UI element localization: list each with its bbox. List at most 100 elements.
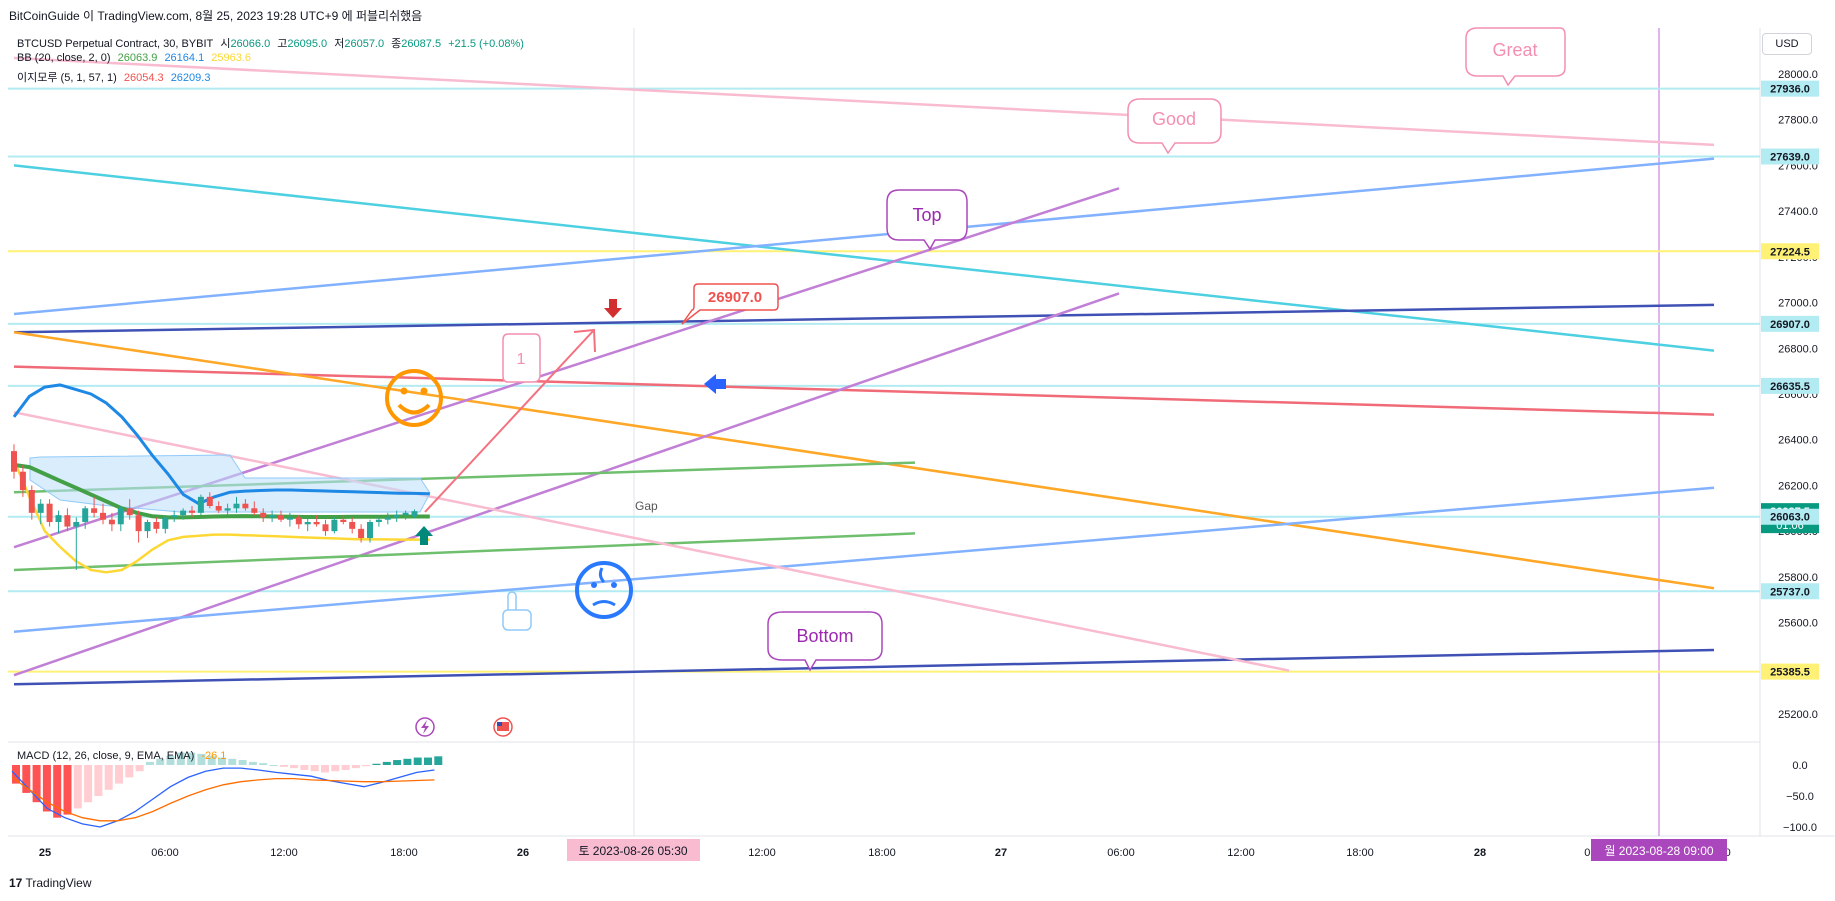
blue-left-arrow-icon bbox=[704, 374, 726, 394]
price-label-2: 27224.5 bbox=[1770, 246, 1810, 258]
legend-bb-upper: 26164.1 bbox=[164, 52, 205, 64]
red-down-arrow-icon bbox=[604, 299, 622, 318]
candle-body-40 bbox=[367, 522, 373, 538]
candle-body-0 bbox=[11, 451, 17, 472]
bollinger-fill bbox=[29, 454, 431, 513]
smiley-face-icon bbox=[385, 369, 443, 427]
candle-body-33 bbox=[304, 522, 311, 525]
candle-body-12 bbox=[117, 508, 124, 525]
time-highlight-right: 월 2023-08-28 09:00 bbox=[1604, 844, 1713, 858]
macd-bar-41 bbox=[434, 756, 443, 765]
legend-row-symbol: BTCUSD Perpetual Contract, 30, BYBIT 시26… bbox=[17, 35, 528, 51]
candle-body-14 bbox=[135, 515, 142, 532]
price-tick-5: 27000.0 bbox=[1778, 298, 1818, 310]
macd-tick-2: −100.0 bbox=[1783, 822, 1817, 834]
bb-upper-line bbox=[12, 383, 430, 506]
macd-bar-14 bbox=[156, 758, 165, 765]
trendline-navy-up-low bbox=[13, 648, 1715, 686]
candle-body-22 bbox=[206, 496, 213, 506]
price-tick-8: 26400.0 bbox=[1778, 435, 1818, 447]
price-label-7: 25737.0 bbox=[1770, 586, 1810, 598]
candle-body-23 bbox=[215, 506, 222, 511]
candle-body-31 bbox=[286, 517, 293, 520]
price-labels: 27936.027639.027224.526907.026635.526087… bbox=[1761, 80, 1819, 680]
macd-bar-25 bbox=[269, 765, 278, 766]
legend-bb-lower: 25963.6 bbox=[211, 52, 252, 64]
price-label-0: 27936.0 bbox=[1770, 84, 1810, 96]
legend-open-label: 시 bbox=[220, 38, 231, 50]
candle-body-11 bbox=[108, 519, 115, 525]
great-bubble bbox=[1465, 27, 1566, 87]
macd-tick-1: −50.0 bbox=[1786, 791, 1814, 803]
legend-low: 26057.0 bbox=[344, 38, 385, 50]
price-label-1: 27639.0 bbox=[1770, 152, 1810, 164]
price-label-bg-4 bbox=[1761, 377, 1819, 394]
macd-bar-1 bbox=[22, 765, 31, 793]
macd-bar-29 bbox=[310, 765, 319, 772]
macd-bar-4 bbox=[53, 765, 62, 818]
horizontal-levels bbox=[8, 87, 1760, 673]
macd-bar-38 bbox=[403, 758, 412, 765]
price-tick-0: 28000.0 bbox=[1778, 69, 1818, 81]
currency-selector[interactable]: USD bbox=[1762, 33, 1812, 55]
macd-bar-21 bbox=[228, 758, 237, 765]
macd-bar-5 bbox=[63, 765, 72, 815]
macd-bar-23 bbox=[248, 761, 257, 765]
good-bubble bbox=[1127, 98, 1222, 155]
macd-bar-9 bbox=[104, 765, 113, 790]
price-label-bg-7 bbox=[1761, 583, 1819, 600]
trendline-pink-lower bbox=[13, 411, 1290, 672]
macd-bar-12 bbox=[135, 765, 144, 772]
trendline-navy-up-high bbox=[13, 303, 1715, 334]
candle-body-17 bbox=[162, 517, 169, 529]
time-tick-6: 18:00 bbox=[868, 847, 896, 859]
legend-bb-label: BB (20, close, 2, 0) bbox=[17, 52, 111, 64]
candle-body-45 bbox=[411, 511, 418, 517]
time-tick-9: 12:00 bbox=[1227, 847, 1255, 859]
price-label-bg-8 bbox=[1761, 663, 1819, 680]
macd-bar-18 bbox=[197, 753, 206, 765]
macd-bar-30 bbox=[321, 765, 329, 773]
candle-body-7 bbox=[73, 522, 80, 527]
candle-body-4 bbox=[46, 503, 53, 522]
candle-body-5 bbox=[55, 515, 62, 522]
bottom-bubble bbox=[767, 611, 883, 672]
macd-bar-0 bbox=[12, 765, 20, 784]
time-highlight-right-bg bbox=[1591, 839, 1727, 861]
top-label: Top bbox=[912, 205, 941, 225]
legend-high-label: 고 bbox=[277, 38, 288, 50]
top-bar: BitCoinGuide 이 TradingView.com, 8월 25, 2… bbox=[0, 0, 1835, 28]
macd-bar-6 bbox=[73, 765, 82, 809]
candle-body-34 bbox=[313, 522, 320, 525]
macd-bar-22 bbox=[238, 760, 247, 765]
count-bubble bbox=[502, 333, 541, 383]
candle-body-3 bbox=[37, 503, 44, 513]
macd-bar-10 bbox=[115, 765, 123, 784]
price-label-bg-2 bbox=[1761, 243, 1819, 260]
projection-arrow-line bbox=[424, 329, 595, 513]
candle-body-10 bbox=[100, 512, 106, 520]
time-tick-10: 18:00 bbox=[1346, 847, 1374, 859]
bb-mid-line bbox=[13, 462, 430, 520]
candle-body-2 bbox=[28, 490, 35, 513]
macd-bar-28 bbox=[300, 765, 309, 770]
macd-bar-37 bbox=[393, 760, 402, 765]
trendline-cyan-down bbox=[13, 164, 1715, 352]
great-label: Great bbox=[1492, 40, 1537, 60]
price-label-bg-0 bbox=[1761, 80, 1819, 97]
candle-body-25 bbox=[233, 503, 240, 509]
candle-body-38 bbox=[349, 522, 356, 529]
candle-body-19 bbox=[180, 510, 187, 516]
price-label-4: 26635.5 bbox=[1770, 381, 1810, 393]
time-tick-1: 06:00 bbox=[151, 847, 179, 859]
candle-body-29 bbox=[269, 515, 276, 518]
candle-body-24 bbox=[224, 508, 231, 511]
time-tick-0: 25 bbox=[39, 847, 51, 859]
candle-body-43 bbox=[393, 515, 400, 518]
candle-body-37 bbox=[340, 519, 347, 522]
price-tick-11: 25800.0 bbox=[1778, 572, 1818, 584]
cloud-shape bbox=[29, 454, 431, 513]
trendline-lightblue-up-low bbox=[13, 486, 1715, 633]
good-label: Good bbox=[1152, 109, 1196, 129]
